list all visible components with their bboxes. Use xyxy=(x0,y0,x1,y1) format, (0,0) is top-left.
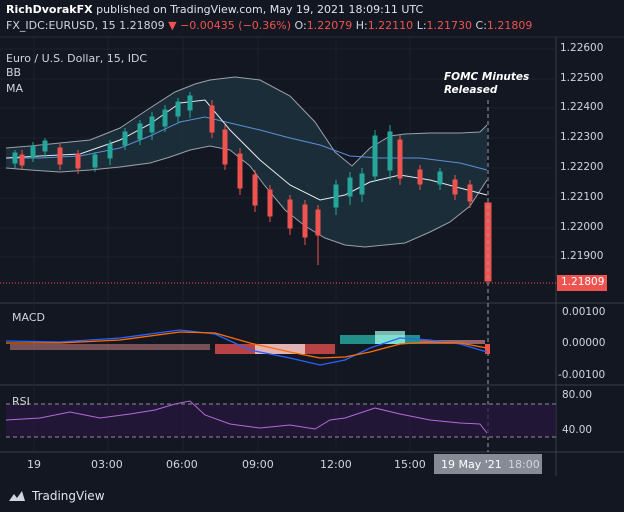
price-tick: 1.22300 xyxy=(560,131,604,143)
brand-name: TradingView xyxy=(32,489,105,503)
change-value: −0.00435 (−0.36%) xyxy=(180,19,292,32)
tradingview-logo-icon xyxy=(9,491,25,501)
time-tick: 18:00 xyxy=(508,458,540,471)
publisher-line: RichDvorakFX published on TradingView.co… xyxy=(6,3,423,16)
time-tick: 15:00 xyxy=(394,458,426,471)
bollinger-band-fill xyxy=(6,77,487,247)
time-axis[interactable]: 19 03:00 06:00 09:00 12:00 15:00 18:00 1… xyxy=(0,458,556,474)
signal-line xyxy=(6,331,488,359)
open-value: 1.22079 xyxy=(306,19,353,32)
macd-tick: 0.00100 xyxy=(562,306,606,318)
rsi-band xyxy=(6,404,556,437)
macd-line xyxy=(5,329,488,366)
bollinger-basis xyxy=(5,99,488,201)
high-label: H: xyxy=(355,19,368,32)
time-tick: 19 xyxy=(27,458,41,471)
rsi-line xyxy=(5,400,488,434)
price-tick: 1.22000 xyxy=(560,221,604,233)
rsi-label[interactable]: RSI xyxy=(12,395,30,408)
price-tick: 1.22600 xyxy=(560,42,604,54)
ohlc-line: FX_IDC:EURUSD, 15 1.21809 ▼ −0.00435 (−0… xyxy=(6,19,532,32)
annotation-line-2: Released xyxy=(444,84,498,96)
low-label: L: xyxy=(416,19,427,32)
price-tick: 1.22100 xyxy=(560,191,604,203)
price-tick: 1.22400 xyxy=(560,101,604,113)
published-text: published on TradingView.com, May 19, 20… xyxy=(96,3,424,16)
legend-title[interactable]: Euro / U.S. Dollar, 15, IDC xyxy=(6,52,148,65)
rsi-tick: 80.00 xyxy=(562,389,593,401)
last-price-label: 1.21809 xyxy=(561,276,605,288)
fomc-annotation: FOMC Minutes Released xyxy=(444,71,529,97)
tradingview-logo[interactable]: TradingView xyxy=(8,489,105,503)
bollinger-upper xyxy=(5,76,488,167)
macd-label[interactable]: MACD xyxy=(12,311,45,324)
time-tick: 03:00 xyxy=(91,458,123,471)
time-tick: 12:00 xyxy=(320,458,352,471)
author-name[interactable]: RichDvorakFX xyxy=(6,3,93,16)
bollinger-lower xyxy=(5,145,488,248)
down-arrow-icon: ▼ xyxy=(168,19,177,32)
open-label: O: xyxy=(294,19,307,32)
legend-ma[interactable]: MA xyxy=(6,82,24,95)
crosshair-time-label: 19 May '21 xyxy=(441,458,502,471)
close-value: 1.21809 xyxy=(486,19,533,32)
rsi-tick: 40.00 xyxy=(562,424,593,436)
price-tick: 1.22200 xyxy=(560,161,604,173)
low-value: 1.21730 xyxy=(426,19,473,32)
macd-tick: 0.00000 xyxy=(562,337,606,349)
price-tick: 1.21900 xyxy=(560,250,604,262)
time-tick: 06:00 xyxy=(166,458,198,471)
macd-tick: -0.00100 xyxy=(558,369,606,381)
close-label: C: xyxy=(475,19,487,32)
time-tick: 09:00 xyxy=(242,458,274,471)
current-price: 1.21809 xyxy=(119,19,165,32)
crosshair-time-box xyxy=(434,454,542,474)
price-tick: 1.22500 xyxy=(560,72,604,84)
legend-bb[interactable]: BB xyxy=(6,66,22,79)
symbol-label[interactable]: FX_IDC:EURUSD, 15 xyxy=(6,19,116,32)
annotation-line-1: FOMC Minutes xyxy=(444,71,530,83)
high-value: 1.22110 xyxy=(367,19,414,32)
last-price-box xyxy=(557,275,607,291)
